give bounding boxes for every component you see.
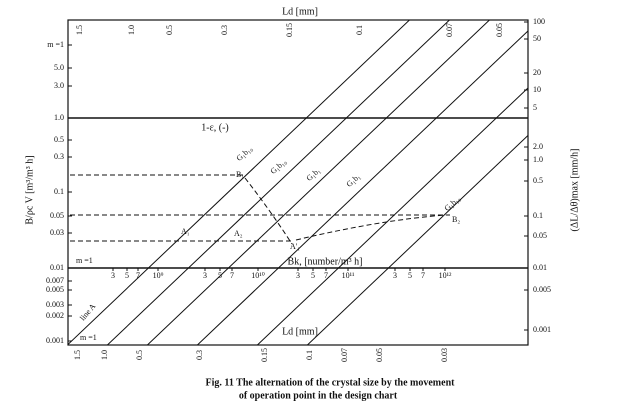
line-label: G₁b₁ bbox=[305, 166, 323, 183]
bottom-tick-label: 0.05 bbox=[375, 348, 384, 362]
middle-tick-label: 10¹⁰ bbox=[251, 271, 265, 280]
left-tick-label: 0.03 bbox=[50, 228, 64, 237]
bottom-tick-label: 0.5 bbox=[135, 350, 144, 360]
side-label: m =1 bbox=[80, 333, 97, 342]
right-tick-label: 100 bbox=[533, 17, 545, 26]
left-tick-label: 0.003 bbox=[46, 300, 64, 309]
right-tick-label: 2.0 bbox=[533, 142, 543, 151]
top-tick-label: 0.5 bbox=[165, 25, 174, 35]
top-tick-label: 1.0 bbox=[127, 25, 136, 35]
bottom-tick-label: 0.07 bbox=[340, 348, 349, 362]
middle-tick-label: 3 bbox=[296, 271, 300, 280]
top-tick-label: 0.15 bbox=[285, 23, 294, 37]
point-label: B₁ bbox=[236, 170, 244, 179]
caption-line: Fig. 11 The alternation of the crystal s… bbox=[206, 377, 456, 388]
middle-tick-label: 3 bbox=[393, 271, 397, 280]
bottom-tick-label: 0.1 bbox=[305, 350, 314, 360]
top-tick-label: 0.07 bbox=[445, 23, 454, 37]
right-axis-title: (ΔL/Δθ)max [mm/h] bbox=[569, 149, 580, 232]
left-tick-label: 0.01 bbox=[50, 263, 64, 272]
top-tick-label: 0.1 bbox=[355, 25, 364, 35]
top-tick-label: 0.3 bbox=[220, 25, 229, 35]
middle-tick-label: 10⁹ bbox=[153, 271, 164, 280]
left-tick-label: 0.001 bbox=[46, 336, 64, 345]
left-tick-label: 3.0 bbox=[54, 81, 64, 90]
left-tick-label: 0.5 bbox=[54, 135, 64, 144]
middle-tick-label: 10¹¹ bbox=[342, 271, 355, 280]
right-tick-label: 0.1 bbox=[533, 211, 543, 220]
bottom-tick-label: 1.0 bbox=[100, 350, 109, 360]
left-tick-label: 0.3 bbox=[54, 152, 64, 161]
left-tick-label: 0.007 bbox=[46, 276, 64, 285]
left-tick-label: m =1 bbox=[47, 40, 64, 49]
point-label: B₂ bbox=[452, 215, 460, 224]
middle-tick-label: 7 bbox=[230, 271, 234, 280]
right-tick-label: 0.005 bbox=[533, 285, 551, 294]
right-tick-label: 1.0 bbox=[533, 155, 543, 164]
middle-tick-label: 7 bbox=[136, 271, 140, 280]
point-label: A'₁ bbox=[290, 242, 300, 251]
middle-tick-label: 7 bbox=[421, 271, 425, 280]
point-label: A₁ bbox=[181, 227, 190, 236]
middle-tick-label: 3 bbox=[111, 271, 115, 280]
bottom-axis-title: Ld [mm] bbox=[282, 326, 318, 337]
top-axis-title: Ld [mm] bbox=[282, 6, 318, 17]
middle-tick-label: 3 bbox=[203, 271, 207, 280]
middle-tick-label: 5 bbox=[408, 271, 412, 280]
line-label: G₁b₁₀ bbox=[269, 157, 289, 176]
left-tick-label: 0.05 bbox=[50, 211, 64, 220]
middle-tick-label: 5 bbox=[311, 271, 315, 280]
operating-lines bbox=[68, 20, 528, 345]
void-label: 1-ε, (-) bbox=[201, 122, 229, 133]
bottom-tick-label: 0.03 bbox=[440, 348, 449, 362]
left-tick-label: 1.0 bbox=[54, 113, 64, 122]
left-tick-label: 0.002 bbox=[46, 311, 64, 320]
right-tick-label: 0.001 bbox=[533, 325, 551, 334]
left-tick-label: 5.0 bbox=[54, 63, 64, 72]
bottom-tick-label: 1.5 bbox=[73, 350, 82, 360]
side-label: m =1 bbox=[76, 256, 93, 265]
right-tick-label: 0.01 bbox=[533, 263, 547, 272]
right-tick-label: 10 bbox=[533, 85, 541, 94]
top-tick-label: 0.05 bbox=[495, 23, 504, 37]
left-tick-label: 0.005 bbox=[46, 285, 64, 294]
caption-line: of operation point in the design chart bbox=[239, 390, 398, 401]
right-tick-label: 50 bbox=[533, 34, 541, 43]
middle-tick-label: 5 bbox=[218, 271, 222, 280]
middle-tick-label: 5 bbox=[125, 271, 129, 280]
right-tick-label: 5 bbox=[533, 103, 537, 112]
line-label: G₁b₁₀ bbox=[235, 144, 255, 163]
middle-tick-label: 7 bbox=[324, 271, 328, 280]
top-tick-label: 1.5 bbox=[75, 25, 84, 35]
left-axis-title: B/ρc V [m³/m³ h] bbox=[24, 155, 35, 224]
construction-lines bbox=[70, 174, 450, 245]
line-label: G₁b₁ bbox=[345, 172, 363, 189]
line-label: G₁b₁₀ bbox=[443, 194, 463, 213]
right-tick-label: 20 bbox=[533, 68, 541, 77]
point-label: A₂ bbox=[234, 229, 243, 238]
bottom-tick-label: 0.15 bbox=[260, 348, 269, 362]
left-tick-label: 0.1 bbox=[54, 187, 64, 196]
middle-axis-title: Bk, [number/m³ h] bbox=[288, 256, 363, 267]
right-tick-label: 0.05 bbox=[533, 231, 547, 240]
right-tick-label: 0.5 bbox=[533, 176, 543, 185]
middle-tick-label: 10¹² bbox=[439, 271, 452, 280]
bottom-tick-label: 0.3 bbox=[195, 350, 204, 360]
frame bbox=[67, 19, 529, 346]
